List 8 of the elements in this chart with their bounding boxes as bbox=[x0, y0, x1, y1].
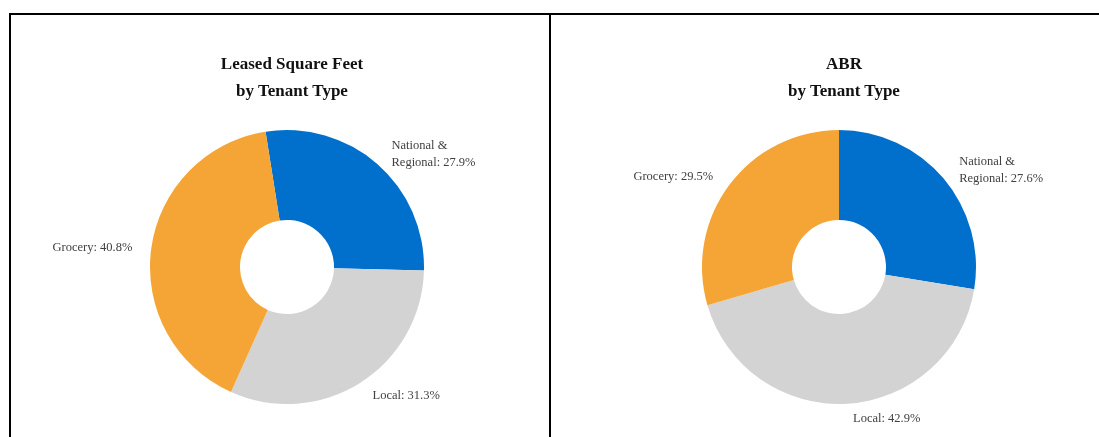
slice-label: Local: 31.3% bbox=[372, 387, 440, 402]
chart-title: ABR by Tenant Type bbox=[788, 54, 901, 100]
chart-title: Leased Square Feet by Tenant Type bbox=[220, 54, 364, 100]
slice-label: Grocery: 40.8% bbox=[52, 240, 133, 255]
slice-label: Grocery: 29.5% bbox=[633, 169, 714, 184]
slice-label: National & Regional: 27.9% bbox=[391, 137, 476, 169]
slice-label: National & Regional: 27.6% bbox=[959, 153, 1044, 185]
slice-label: Local: 42.9% bbox=[853, 410, 921, 425]
